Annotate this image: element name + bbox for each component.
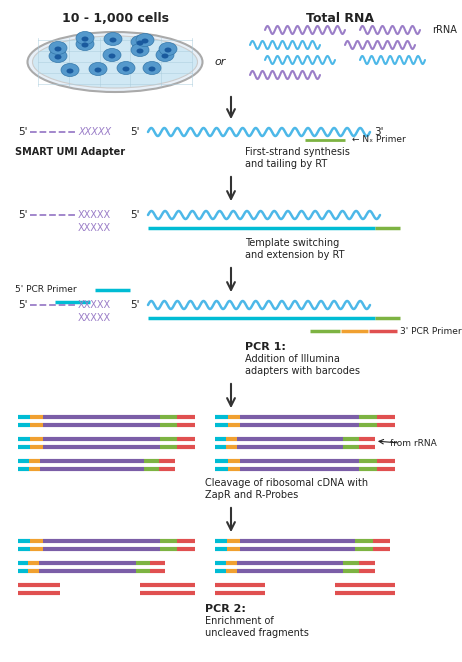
Text: and extension by RT: and extension by RT bbox=[245, 250, 345, 260]
Text: XXXXX: XXXXX bbox=[78, 223, 111, 233]
Ellipse shape bbox=[148, 66, 156, 71]
Ellipse shape bbox=[49, 50, 67, 62]
Text: First-strand synthesis: First-strand synthesis bbox=[245, 147, 350, 157]
Text: 3': 3' bbox=[374, 127, 383, 137]
Ellipse shape bbox=[109, 54, 116, 58]
Text: and tailing by RT: and tailing by RT bbox=[245, 159, 327, 169]
Ellipse shape bbox=[122, 66, 129, 71]
Text: Template switching: Template switching bbox=[245, 238, 339, 248]
Text: Cleavage of ribosomal cDNA with: Cleavage of ribosomal cDNA with bbox=[205, 478, 368, 488]
Text: XXXXX: XXXXX bbox=[78, 300, 111, 310]
Ellipse shape bbox=[103, 48, 121, 62]
Text: XXXXX: XXXXX bbox=[78, 127, 111, 137]
Text: or: or bbox=[214, 57, 226, 67]
Text: ZapR and R-Probes: ZapR and R-Probes bbox=[205, 490, 298, 500]
Ellipse shape bbox=[55, 54, 61, 60]
Ellipse shape bbox=[141, 38, 148, 44]
Ellipse shape bbox=[136, 48, 144, 54]
Ellipse shape bbox=[76, 38, 94, 50]
Ellipse shape bbox=[136, 34, 154, 46]
Text: 10 - 1,000 cells: 10 - 1,000 cells bbox=[61, 12, 169, 25]
Text: Enrichment of: Enrichment of bbox=[205, 616, 274, 626]
Text: ← Nₓ Primer: ← Nₓ Primer bbox=[352, 136, 406, 144]
Ellipse shape bbox=[109, 38, 116, 42]
Text: 5' PCR Primer: 5' PCR Primer bbox=[15, 285, 77, 295]
Text: 3' PCR Primer: 3' PCR Primer bbox=[400, 326, 462, 336]
Ellipse shape bbox=[136, 40, 144, 46]
Ellipse shape bbox=[159, 42, 177, 56]
Ellipse shape bbox=[156, 48, 174, 62]
Text: SMART UMI Adapter: SMART UMI Adapter bbox=[15, 147, 125, 157]
Ellipse shape bbox=[67, 68, 73, 73]
Text: rRNA: rRNA bbox=[432, 25, 457, 35]
Ellipse shape bbox=[164, 48, 171, 52]
Text: Addition of Illumina: Addition of Illumina bbox=[245, 354, 340, 364]
Ellipse shape bbox=[95, 68, 102, 73]
Ellipse shape bbox=[89, 62, 107, 75]
Ellipse shape bbox=[76, 32, 94, 44]
Text: 5': 5' bbox=[130, 127, 140, 137]
Ellipse shape bbox=[81, 36, 89, 42]
Text: adapters with barcodes: adapters with barcodes bbox=[245, 366, 360, 376]
Ellipse shape bbox=[117, 62, 135, 75]
Ellipse shape bbox=[49, 42, 67, 54]
Ellipse shape bbox=[55, 46, 61, 52]
Text: from rRNA: from rRNA bbox=[390, 438, 437, 448]
Ellipse shape bbox=[81, 42, 89, 48]
Text: 5': 5' bbox=[130, 300, 140, 310]
Text: 5': 5' bbox=[18, 300, 28, 310]
Text: 5': 5' bbox=[18, 210, 28, 220]
Ellipse shape bbox=[162, 54, 169, 58]
Ellipse shape bbox=[104, 32, 122, 46]
Ellipse shape bbox=[143, 62, 161, 75]
Ellipse shape bbox=[131, 44, 149, 56]
Text: PCR 2:: PCR 2: bbox=[205, 604, 246, 614]
Text: XXXXX: XXXXX bbox=[78, 313, 111, 323]
Text: PCR 1:: PCR 1: bbox=[245, 342, 286, 352]
Ellipse shape bbox=[61, 64, 79, 77]
Text: uncleaved fragments: uncleaved fragments bbox=[205, 628, 309, 638]
Text: 5': 5' bbox=[130, 210, 140, 220]
Ellipse shape bbox=[32, 36, 197, 88]
Text: 5': 5' bbox=[18, 127, 28, 137]
Ellipse shape bbox=[28, 32, 202, 92]
Text: XXXXX: XXXXX bbox=[78, 210, 111, 220]
Text: Total RNA: Total RNA bbox=[306, 12, 374, 25]
Ellipse shape bbox=[131, 36, 149, 48]
